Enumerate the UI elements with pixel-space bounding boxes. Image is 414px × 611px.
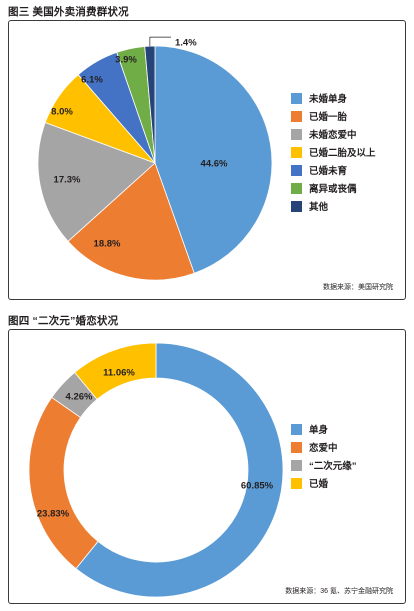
legend-swatch (291, 477, 302, 489)
legend-label: 恋爱中 (309, 443, 338, 454)
legend-item: 离异或丧偶 (291, 179, 376, 197)
legend-item: “二次元缘” (291, 456, 357, 474)
data-label: 6.1% (81, 75, 103, 86)
legend-swatch (291, 459, 302, 471)
legend-label: 其他 (309, 202, 329, 213)
legend-swatch (291, 182, 302, 194)
pie-chart: 44.6% 18.8% 17.3% 8.0% 6.1% 3.9% 1.4% (37, 36, 273, 281)
legend-item: 未婚单身 (291, 89, 376, 107)
data-label: 11.06% (103, 368, 135, 379)
data-label: 17.3% (54, 175, 81, 186)
legend-label: 未婚恋爱中 (309, 130, 357, 141)
legend-item: 已婚一胎 (291, 107, 376, 125)
figure2-panel: 60.85% 23.83% 4.26% 11.06% 单身恋爱中 “二次元缘” 已婚 数据… (8, 329, 406, 604)
figure2-legend: 单身恋爱中 “二次元缘” 已婚 (291, 420, 357, 492)
legend-item: 已婚 (291, 474, 357, 492)
legend-label: 已婚未育 (309, 166, 348, 177)
data-label: 3.9% (115, 55, 137, 66)
legend-swatch (291, 423, 302, 435)
figure2-title: 图四 “二次元”婚恋状况 (8, 315, 119, 327)
data-label: 1.4% (175, 38, 197, 49)
donut-chart: 60.85% 23.83% 4.26% 11.06% (28, 342, 284, 598)
figure1-legend: 未婚单身已婚一胎未婚恋爱中已婚二胎及以上 已婚未育离异或丧偶其他 (291, 89, 376, 215)
legend-item: 单身 (291, 420, 357, 438)
figure1-panel: 44.6% 18.8% 17.3% 8.0% 6.1% 3.9% 1.4% 未婚单身已婚一胎… (8, 20, 406, 300)
figure1-source: 数据来源：美国研究院 (323, 284, 393, 291)
legend-label: “二次元缘” (309, 461, 357, 472)
data-label: 8.0% (51, 107, 73, 118)
legend-item: 已婚二胎及以上 (291, 143, 376, 161)
legend-swatch (291, 92, 302, 104)
legend-label: 已婚二胎及以上 (309, 148, 376, 159)
data-label: 60.85% (241, 481, 274, 492)
donut-slice-4 (74, 342, 157, 400)
legend-swatch (291, 441, 302, 453)
legend-swatch (291, 164, 302, 176)
pie-slice-2 (67, 162, 195, 281)
data-label: 44.6% (201, 159, 228, 170)
legend-label: 离异或丧偶 (309, 184, 357, 195)
legend-label: 未婚单身 (309, 94, 348, 105)
data-label: 18.8% (94, 239, 121, 250)
legend-swatch (291, 128, 302, 140)
data-label: 4.26% (66, 392, 93, 403)
legend-swatch (291, 200, 302, 212)
pie-slice-7 (144, 45, 156, 164)
leader-line (149, 36, 171, 47)
legend-label: 已婚一胎 (309, 112, 348, 123)
legend-swatch (291, 146, 302, 158)
donut-slice-1 (75, 342, 284, 598)
legend-item: 恋爱中 (291, 438, 357, 456)
pie-slice-1 (154, 45, 273, 274)
legend-item: 已婚未育 (291, 161, 376, 179)
donut-slice-2 (28, 396, 99, 570)
figure2-source: 数据来源：36 氪、苏宁金融研究院 (285, 588, 393, 595)
figure1-title: 图三 美国外卖消费群状况 (8, 6, 129, 18)
legend-label: 单身 (309, 425, 329, 436)
legend-item: 未婚恋爱中 (291, 125, 376, 143)
legend-swatch (291, 110, 302, 122)
data-label: 23.83% (37, 509, 70, 520)
legend-item: 其他 (291, 197, 376, 215)
legend-label: 已婚 (309, 479, 329, 490)
